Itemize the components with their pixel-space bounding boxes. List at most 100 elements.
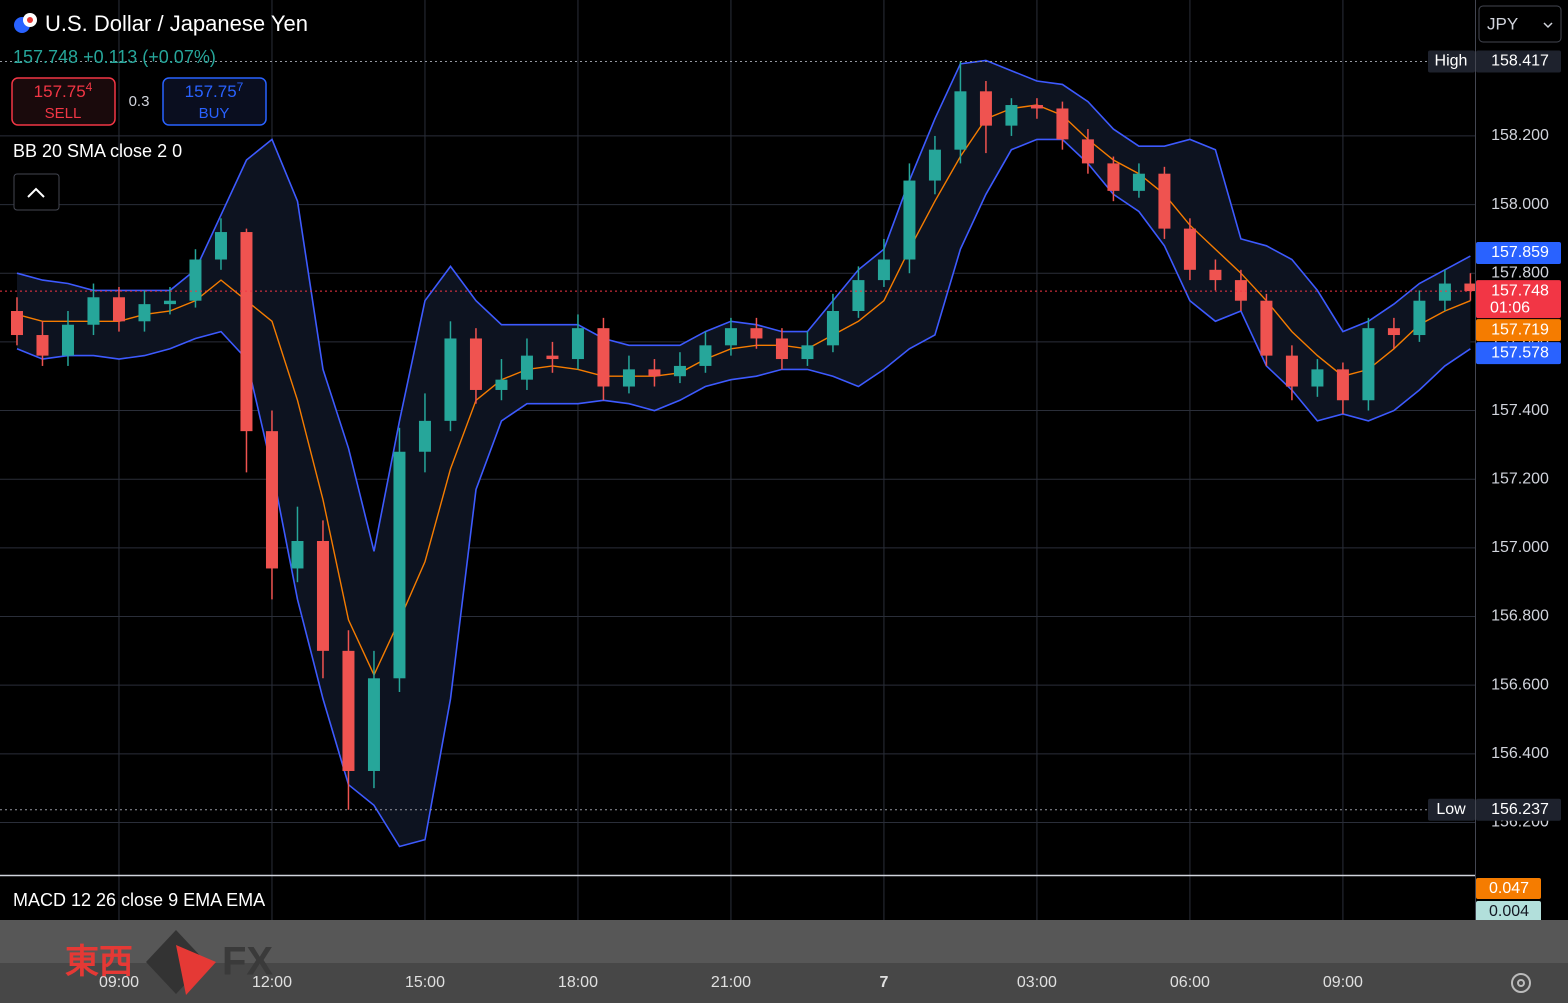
candle-body: [1158, 173, 1171, 229]
candle-body: [1234, 280, 1247, 301]
x-tick-label: 12:00: [252, 974, 292, 991]
sell-label[interactable]: SELL: [45, 105, 82, 122]
candle-body: [1030, 105, 1043, 109]
y-tick-label: 156.600: [1491, 676, 1549, 693]
candle-body: [546, 355, 559, 360]
candle-body: [61, 324, 74, 356]
logo: 東西 FX: [65, 930, 273, 995]
flag-jp-dot: [27, 17, 33, 23]
candle-body: [1362, 328, 1375, 401]
low-value-bg: [1476, 798, 1561, 821]
sell-price-pip[interactable]: 4: [86, 80, 93, 94]
header: U.S. Dollar / Japanese Yen 157.748 +0.11…: [11, 5, 1562, 211]
overlay: [0, 60, 1475, 811]
macd-badge: [1476, 878, 1541, 899]
sell-button[interactable]: [11, 77, 116, 126]
buy-label[interactable]: BUY: [199, 105, 230, 122]
sell-price[interactable]: 157.754: [34, 80, 93, 101]
candle-body: [1387, 328, 1400, 336]
x-tick-label: 15:00: [405, 974, 445, 991]
x-tick-label: 7: [879, 974, 888, 991]
macd-pane: MACD 12 26 close 9 EMA EMA 0.047 0.004: [13, 878, 1541, 922]
candle-body: [903, 180, 916, 260]
buy-price-pip[interactable]: 7: [237, 80, 244, 94]
price-badge: [1476, 280, 1561, 319]
candle-body: [342, 650, 355, 771]
candle-body: [1336, 369, 1349, 401]
candle-body: [495, 379, 508, 390]
candle-body: [1183, 228, 1196, 270]
candle-body: [622, 369, 635, 387]
candle-body: [214, 232, 227, 260]
x-tick-label: 09:00: [99, 974, 139, 991]
candle-body: [367, 678, 380, 771]
candle-body: [673, 365, 686, 377]
buy-price[interactable]: 157.757: [185, 80, 244, 101]
candle-body: [750, 328, 763, 339]
currency-label[interactable]: JPY: [1487, 14, 1518, 33]
macd-legend: MACD 12 26 close 9 EMA EMA: [13, 890, 265, 910]
candle-body: [877, 259, 890, 281]
buy-button[interactable]: [162, 77, 267, 126]
bollinger-bands: [16, 59, 1471, 848]
candle-body: [418, 420, 431, 452]
settings-icon[interactable]: [1511, 973, 1531, 993]
candle-body: [1107, 163, 1120, 191]
y-tick-label: 157.800: [1491, 264, 1549, 281]
candle-body: [240, 232, 253, 432]
high-value: 158.417: [1491, 53, 1549, 70]
candle-body: [36, 335, 49, 356]
candle-body: [826, 311, 839, 346]
sell-price-main[interactable]: 157.75: [34, 82, 86, 101]
price-badge: [1476, 319, 1561, 342]
y-tick-label: 157.000: [1491, 539, 1549, 556]
candle-body: [393, 451, 406, 679]
buy-price-main[interactable]: 157.75: [185, 82, 237, 101]
currency-chevron[interactable]: [1543, 22, 1553, 29]
settings-gear[interactable]: [1511, 973, 1531, 993]
candle-body: [1285, 355, 1298, 387]
candle-body: [138, 304, 151, 322]
y-tick-label: 157.400: [1491, 402, 1549, 419]
candle-body: [10, 311, 23, 336]
spread: 0.3: [129, 93, 150, 110]
collapse-button[interactable]: [13, 173, 60, 211]
band-upper: [16, 59, 1471, 552]
candle-body: [1311, 369, 1324, 387]
y-tick-label: 158.200: [1491, 127, 1549, 144]
macd-badge-value: 0.004: [1489, 903, 1529, 920]
low-label-bg: [1428, 798, 1475, 821]
high-label-bg: [1428, 50, 1475, 73]
candle-body: [648, 369, 661, 377]
y-tick-label: 158.000: [1491, 196, 1549, 213]
x-tick-label: 21:00: [711, 974, 751, 991]
price-badge-value: 157.859: [1491, 244, 1549, 261]
candle-body: [444, 338, 457, 421]
currency-select[interactable]: [1478, 5, 1562, 43]
candle-body: [979, 91, 992, 126]
collapse-icon[interactable]: [27, 187, 45, 198]
macd-badge: [1476, 901, 1541, 922]
y-tick-label: 156.400: [1491, 745, 1549, 762]
candle-body: [724, 328, 737, 346]
candle-body: [1413, 300, 1426, 336]
candle-body: [1005, 105, 1018, 126]
candles: [10, 61, 1477, 810]
candle-body: [291, 540, 304, 569]
footer-band: [0, 920, 1568, 963]
candle-body: [265, 431, 278, 569]
candle-body: [852, 280, 865, 312]
candle-body: [699, 345, 712, 366]
chart-title: U.S. Dollar / Japanese Yen: [45, 11, 308, 36]
countdown: 01:06: [1490, 299, 1530, 316]
candle-body: [775, 338, 788, 360]
candle-body: [1132, 173, 1145, 191]
candle-body: [189, 259, 202, 301]
price-badge-value: 157.719: [1491, 321, 1549, 338]
settings-gear-hub[interactable]: [1517, 979, 1525, 987]
candle-body: [801, 345, 814, 360]
candle-body: [1081, 139, 1094, 164]
candle-body: [112, 297, 125, 322]
